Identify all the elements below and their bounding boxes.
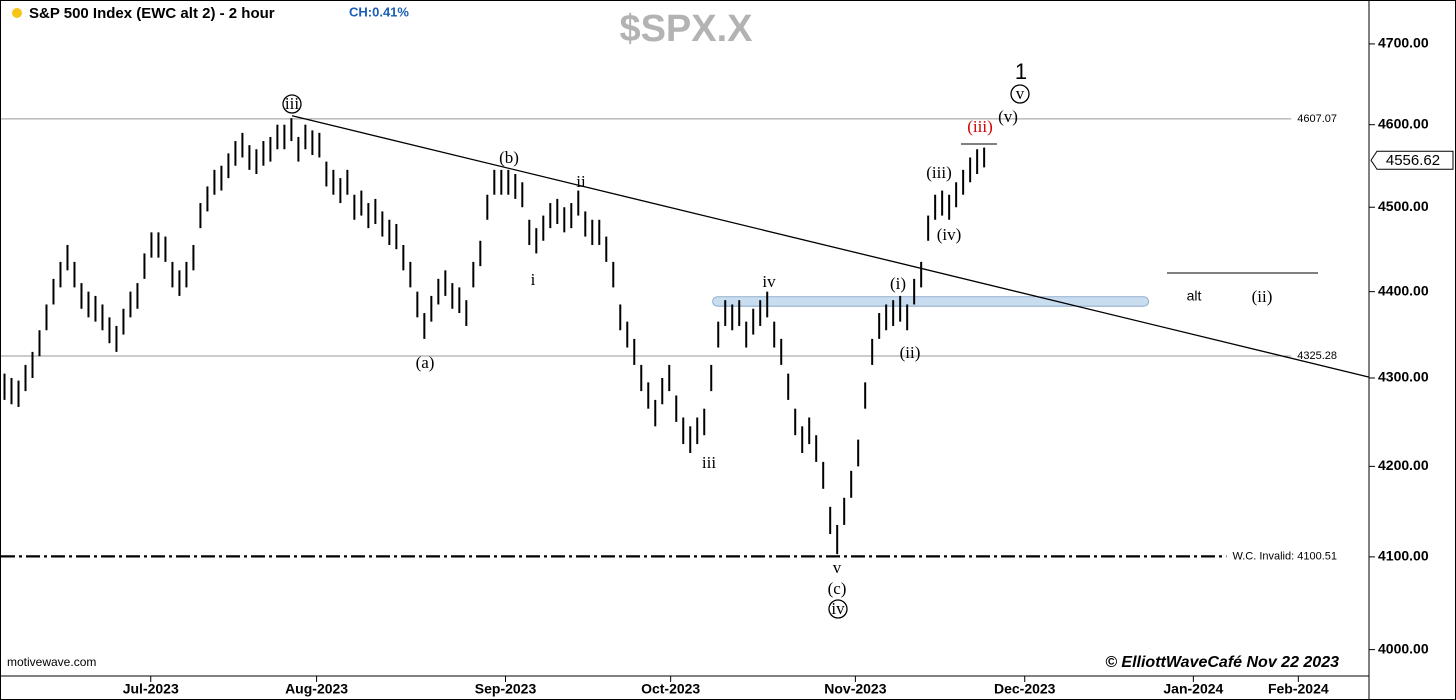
- x-tick-label: Sep-2023: [475, 681, 537, 697]
- support-zone: [712, 296, 1149, 307]
- wave-label: (v): [998, 107, 1018, 126]
- wave-label: i: [531, 270, 536, 289]
- x-tick-label: Feb-2024: [1268, 681, 1329, 697]
- last-price-label: 4556.62: [1386, 152, 1440, 169]
- wave-label: (iv): [937, 225, 962, 244]
- level-label: 4325.28: [1297, 350, 1337, 362]
- y-tick-label: 4300.00: [1378, 369, 1429, 385]
- wave-circle: [1010, 84, 1030, 104]
- y-tick-label: 4400.00: [1378, 282, 1429, 298]
- last-price-box: [1370, 150, 1454, 170]
- wave-label: iv: [762, 272, 776, 291]
- x-tick-label: Jan-2024: [1163, 681, 1223, 697]
- wave-label: ii: [576, 172, 586, 191]
- chart-title: S&P 500 Index (EWC alt 2) - 2 hour: [29, 5, 275, 22]
- wave-label: (b): [499, 148, 519, 167]
- level-label: 4607.07: [1297, 113, 1337, 125]
- wave-label: alt: [1187, 288, 1202, 304]
- status-dot: [12, 8, 22, 18]
- wave-label: iv: [831, 599, 845, 618]
- y-tick-label: 4100.00: [1378, 548, 1429, 564]
- credit: © ElliottWaveCafé Nov 22 2023: [1105, 654, 1339, 671]
- wave-circle: [282, 94, 302, 114]
- x-tick-label: Aug-2023: [285, 681, 348, 697]
- wave-label: v: [1016, 84, 1025, 103]
- wave-label: (i): [890, 274, 906, 293]
- wave-label: (ii): [900, 343, 921, 362]
- wave-label: v: [833, 558, 842, 577]
- change: CH:0.41%: [349, 4, 409, 19]
- x-tick-label: Dec-2023: [994, 681, 1056, 697]
- wave-label: (ii): [1252, 287, 1273, 306]
- x-tick-label: Nov-2023: [824, 681, 886, 697]
- x-tick-label: Jul-2023: [123, 681, 179, 697]
- wave-label: (c): [828, 579, 847, 598]
- trendline: [291, 115, 1370, 378]
- level-label: W.C. Invalid: 4100.51: [1232, 550, 1337, 562]
- wave-label: (iii): [926, 163, 952, 182]
- wave-label: (iii): [967, 117, 993, 136]
- wave-label: iii: [702, 453, 716, 472]
- y-tick-label: 4700.00: [1378, 35, 1429, 51]
- x-tick-label: Oct-2023: [641, 681, 700, 697]
- y-tick-label: 4500.00: [1378, 198, 1429, 214]
- wave-label: (a): [416, 353, 435, 372]
- y-tick-label: 4200.00: [1378, 457, 1429, 473]
- source: motivewave.com: [7, 655, 96, 669]
- wave-circle: [828, 599, 848, 619]
- wave-label: 1: [1015, 59, 1027, 84]
- symbol: $SPX.X: [619, 8, 753, 50]
- y-tick-label: 4000.00: [1378, 640, 1429, 656]
- y-tick-label: 4600.00: [1378, 115, 1429, 131]
- wave-label: iii: [285, 94, 299, 113]
